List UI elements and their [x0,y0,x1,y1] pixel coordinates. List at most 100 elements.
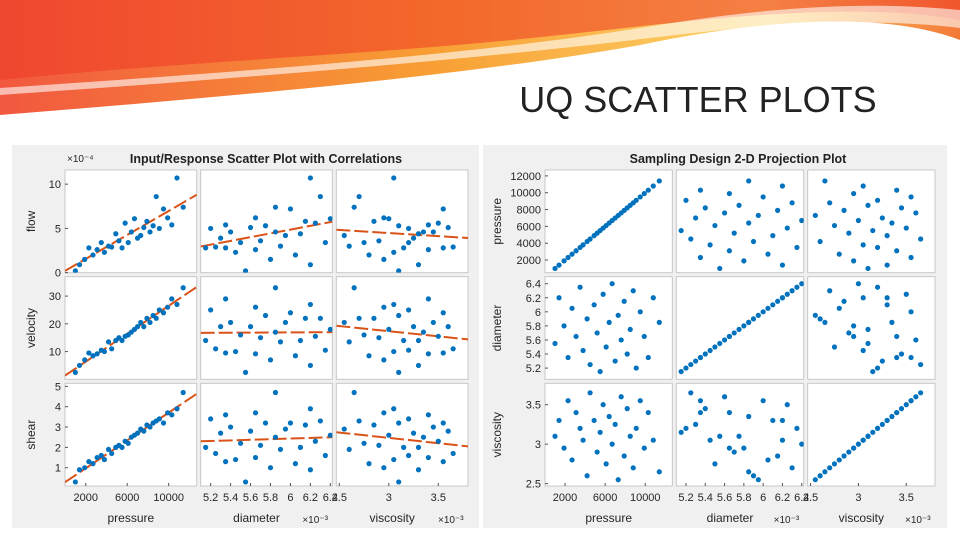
point [262,312,269,319]
point [82,465,88,471]
point [351,285,357,291]
point [391,175,397,181]
point [846,330,852,336]
y-tick-label: 6.2 [526,293,541,305]
point [741,323,747,329]
point [346,446,352,453]
point [371,218,377,224]
point [874,284,881,290]
point [391,249,397,255]
x-tick-label: 6.2 [775,492,790,504]
point [879,421,885,427]
point [356,193,362,200]
point [606,413,612,420]
point [573,333,579,340]
point [223,296,229,302]
point [213,244,219,250]
point [779,417,786,424]
x-axis-label: viscosity [369,511,414,525]
panel-marks [678,178,804,272]
point [755,212,761,219]
point [569,457,575,463]
x-scale-label: ×10⁻³ [774,515,800,526]
point [237,239,244,246]
point [169,222,175,228]
panel-marks [336,285,469,375]
x-tick-label: 5.4 [698,492,713,504]
point [287,310,294,316]
point [169,296,175,302]
point [208,225,214,232]
point [128,229,134,235]
point [726,190,732,197]
point [712,344,718,350]
point [113,231,119,237]
point [203,444,209,450]
point [72,369,78,375]
point [247,324,254,330]
point [232,348,239,355]
point [874,197,881,203]
point [855,217,862,224]
point [98,239,104,246]
point [366,353,372,359]
point [750,238,757,245]
point [356,315,362,321]
point [410,235,417,241]
point [227,424,234,430]
point [779,183,786,189]
point [312,333,318,339]
point [381,410,387,416]
flame-band [0,0,960,80]
point [203,245,209,251]
point [150,223,156,229]
point [406,225,412,232]
point [612,358,618,364]
point [322,347,328,353]
point [252,454,259,461]
point [307,262,313,268]
point [361,440,367,446]
point [430,424,436,430]
point [799,217,804,224]
point [889,220,895,226]
point [609,441,615,447]
point [302,315,309,321]
point [731,449,737,455]
point [282,319,289,326]
point [272,204,279,210]
point [415,444,422,450]
point [86,459,92,465]
point [101,348,107,355]
point [865,202,871,208]
point [247,428,254,434]
point [213,346,219,352]
point [247,224,254,231]
point [227,229,234,235]
point [208,416,214,422]
point [386,432,392,438]
x-axis-label: pressure [585,511,632,525]
fit-line [336,324,469,341]
point [565,354,571,361]
point [645,187,651,193]
point [784,291,790,297]
point [650,183,656,189]
point [697,187,704,193]
point [420,434,427,440]
point [779,295,786,301]
x-tick-label: 5.2 [203,492,218,504]
point [223,350,229,356]
y-tick-label: 5 [55,223,61,235]
point [884,295,890,301]
point [561,258,567,264]
point [401,444,407,450]
point [144,315,150,321]
point [860,437,866,443]
point [445,428,451,434]
x-tick-label: 5.2 [678,492,693,504]
point [577,284,583,290]
point [683,197,689,203]
point [297,231,304,237]
y-tick-label: 2.5 [526,479,541,491]
